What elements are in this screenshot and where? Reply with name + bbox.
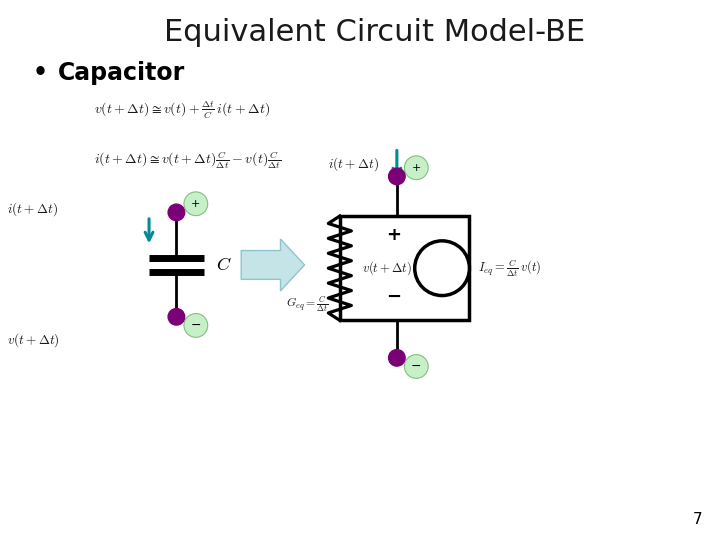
Circle shape (405, 355, 428, 379)
Circle shape (184, 192, 208, 215)
Text: $v(t + \Delta t)$: $v(t + \Delta t)$ (362, 259, 413, 277)
Circle shape (405, 156, 428, 180)
Text: $G_{eq} = \frac{C}{\Delta t}$: $G_{eq} = \frac{C}{\Delta t}$ (286, 295, 328, 314)
Text: $v(t + \Delta t)$: $v(t + \Delta t)$ (7, 331, 60, 349)
Text: $v(t + \Delta t) \cong v(t) + \frac{\Delta t}{C}\,i(t + \Delta t)$: $v(t + \Delta t) \cong v(t) + \frac{\Del… (94, 99, 270, 121)
Text: Capacitor: Capacitor (58, 61, 185, 85)
Text: Equivalent Circuit Model-BE: Equivalent Circuit Model-BE (164, 18, 585, 47)
Text: $C$: $C$ (216, 256, 232, 274)
Text: −: − (386, 288, 401, 306)
Circle shape (184, 314, 208, 338)
Text: +: + (412, 163, 421, 173)
Text: $i(t + \Delta t)$: $i(t + \Delta t)$ (7, 200, 58, 218)
Text: •: • (32, 61, 48, 85)
Circle shape (389, 349, 405, 366)
Text: $i(t + \Delta t) \cong v(t + \Delta t)\frac{C}{\Delta t} - v(t)\frac{C}{\Delta t: $i(t + \Delta t) \cong v(t + \Delta t)\f… (94, 150, 281, 171)
Circle shape (389, 168, 405, 185)
Text: −: − (191, 319, 201, 332)
Circle shape (168, 204, 184, 221)
Polygon shape (241, 239, 305, 291)
Circle shape (168, 308, 184, 325)
Text: −: − (411, 360, 421, 373)
Text: +: + (191, 199, 201, 209)
Text: $i(t + \Delta t)$: $i(t + \Delta t)$ (328, 156, 379, 173)
Circle shape (415, 241, 469, 295)
Text: $I_{eq} = \frac{C}{\Delta t}\,v(t)$: $I_{eq} = \frac{C}{\Delta t}\,v(t)$ (478, 258, 541, 279)
Text: 7: 7 (693, 512, 702, 527)
Text: +: + (386, 226, 401, 244)
Bar (340, 216, 469, 320)
